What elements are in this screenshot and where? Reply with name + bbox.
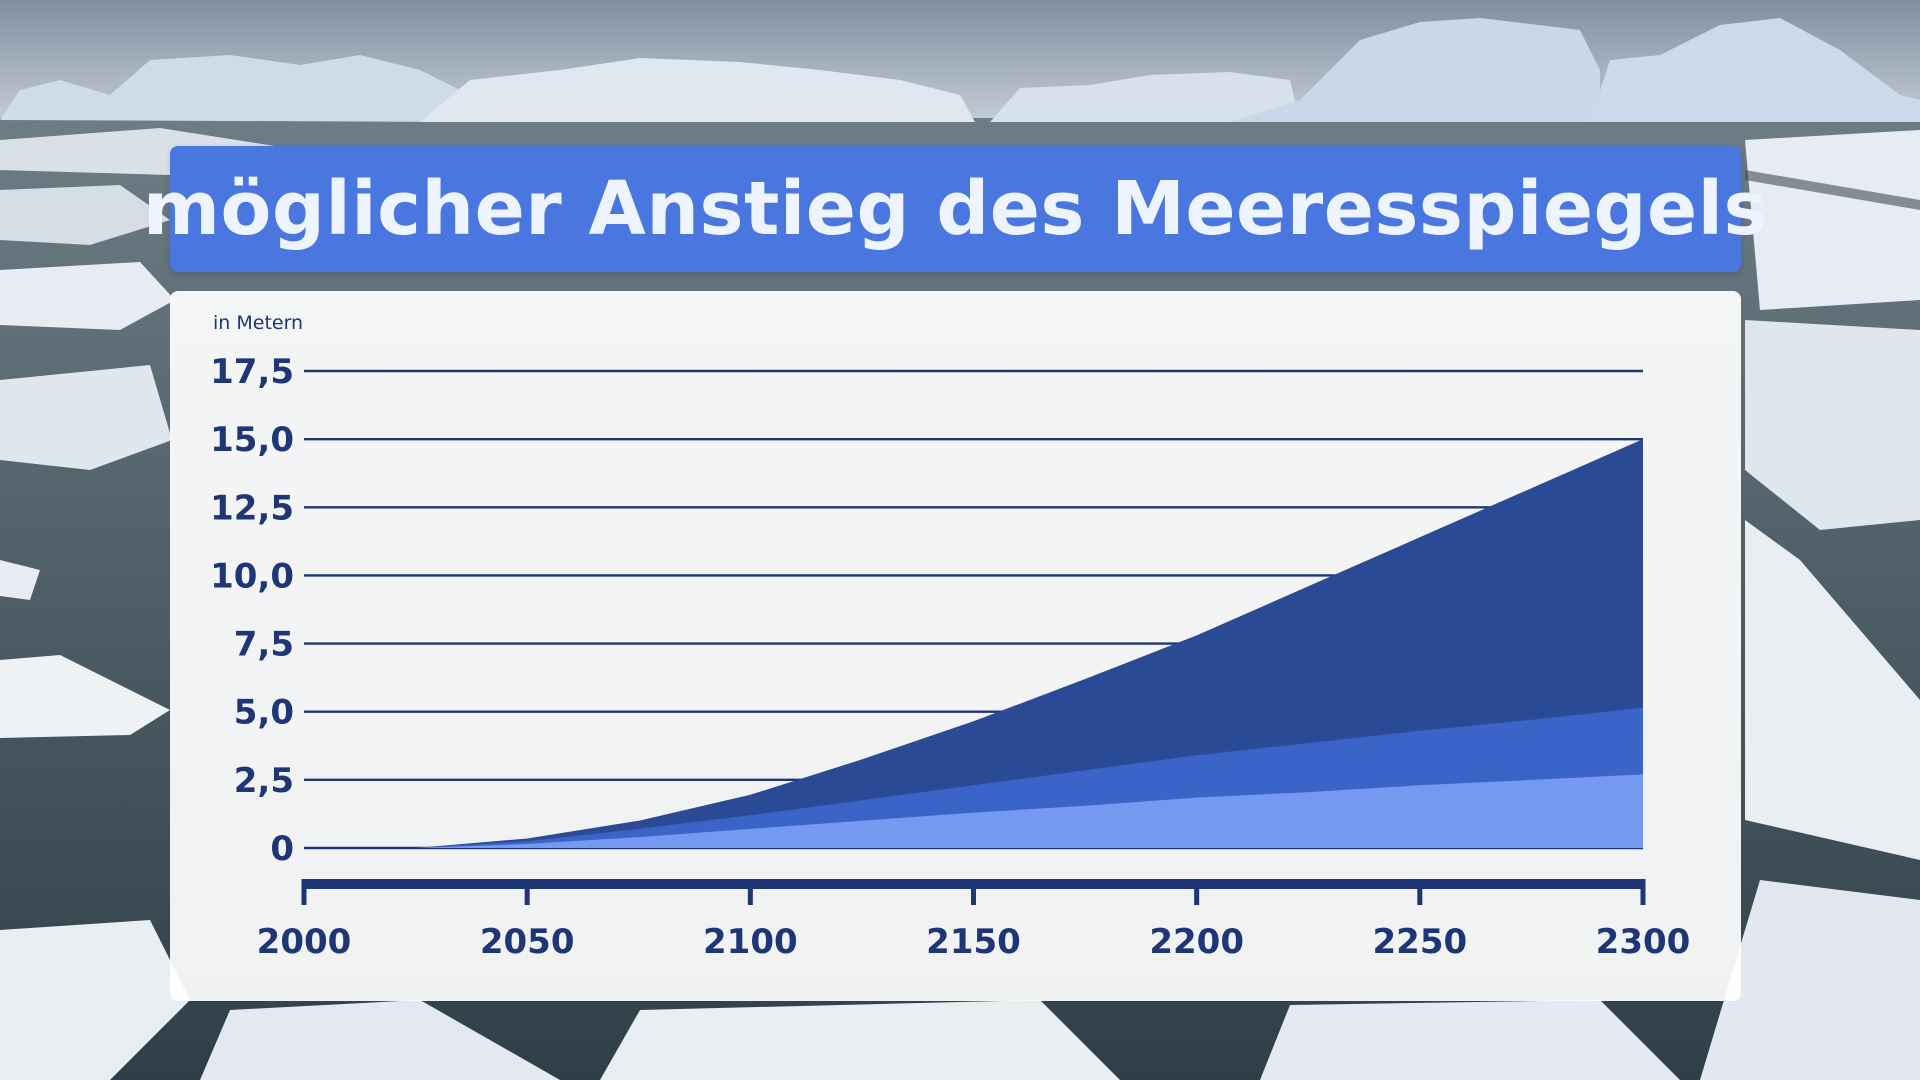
- title-banner: möglicher Anstieg des Meeresspiegels: [143, 146, 1768, 272]
- y-tick-label: 2,5: [234, 761, 294, 801]
- x-tick-mark: [747, 879, 753, 905]
- y-tick-label: 12,5: [210, 488, 294, 528]
- x-tick-mark: [1640, 879, 1646, 905]
- y-tick-label: 0: [270, 829, 294, 869]
- x-tick-mark: [301, 879, 307, 905]
- y-tick-label: 17,5: [210, 352, 294, 392]
- x-tick-label: 2300: [1596, 922, 1691, 962]
- x-tick-mark: [524, 879, 530, 905]
- y-axis-unit-label: in Metern: [213, 312, 303, 334]
- x-axis: [301, 879, 1646, 905]
- x-tick-mark: [1194, 879, 1200, 905]
- x-tick-label: 2250: [1373, 922, 1468, 962]
- x-tick-label: 2050: [480, 922, 575, 962]
- chart-panel: 0 2,5 5,0 7,5 10,0 12,5 15,0 17,5 2000 2050 2100 2…: [170, 291, 1741, 1001]
- x-tick-label: 2100: [703, 922, 798, 962]
- y-tick-label: 7,5: [234, 625, 294, 665]
- x-tick-labels: 2000 2050 2100 2150 2200 2250 2300: [257, 922, 1691, 962]
- y-tick-label: 15,0: [210, 420, 294, 460]
- chart-title: möglicher Anstieg des Meeresspiegels: [142, 166, 1769, 252]
- y-tick-label: 10,0: [210, 556, 294, 596]
- x-tick-mark: [971, 879, 976, 905]
- x-tick-mark: [1417, 879, 1423, 905]
- sea-level-area-chart: 02,55,07,510,012,515,017,5 2000 2050 2100 2…: [210, 312, 1691, 962]
- area-series: [304, 439, 1643, 848]
- y-tick-label: 5,0: [234, 693, 294, 733]
- x-tick-label: 2150: [926, 922, 1021, 962]
- area-series-3: [304, 774, 1643, 848]
- x-tick-label: 2000: [257, 922, 352, 962]
- x-tick-label: 2200: [1149, 922, 1244, 962]
- y-tick-labels: 0 2,5 5,0 7,5 10,0 12,5 15,0 17,5: [210, 352, 294, 869]
